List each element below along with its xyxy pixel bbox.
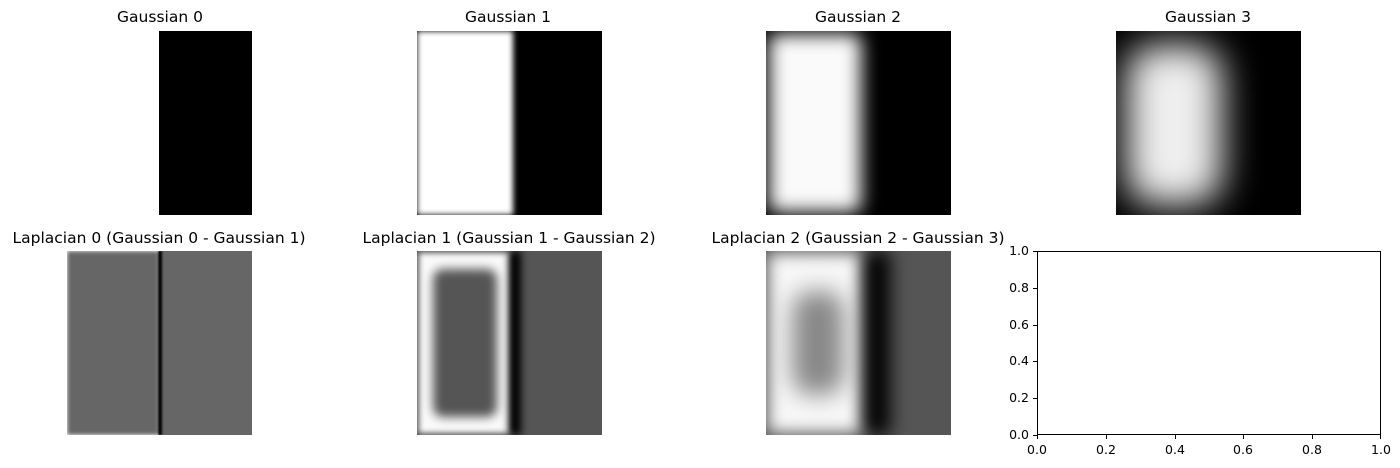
title-gaussian-2: Gaussian 2 (815, 8, 901, 26)
empty-axes (1037, 251, 1381, 435)
gaussian-3-bright-region (1126, 45, 1222, 205)
y-tick-label: 0.4 (1009, 353, 1029, 368)
x-tick-label: 1.0 (1371, 442, 1391, 457)
laplacian-2-image (766, 251, 951, 435)
laplacian-0-edge (158, 251, 162, 435)
laplacian-1-core (433, 269, 497, 417)
gaussian-0-image (159, 31, 252, 215)
laplacian-2-core (792, 291, 844, 395)
x-tick-label: 0.2 (1096, 442, 1116, 457)
laplacian-2-edge (864, 251, 890, 435)
title-laplacian-1: Laplacian 1 (Gaussian 1 - Gaussian 2) (362, 229, 656, 247)
gaussian-1-bright-region (417, 31, 513, 215)
y-tick-mark (1033, 324, 1037, 326)
x-tick-mark (1243, 435, 1244, 439)
y-tick-mark (1033, 287, 1037, 289)
y-tick-label: 0.2 (1009, 390, 1029, 405)
y-tick-label: 0.8 (1009, 280, 1029, 295)
title-laplacian-0: Laplacian 0 (Gaussian 0 - Gaussian 1) (12, 229, 306, 247)
laplacian-0-left-region (67, 251, 159, 435)
x-tick-label: 0.0 (1027, 442, 1047, 457)
x-tick-label: 0.8 (1302, 442, 1322, 457)
gaussian-2-bright-region (769, 34, 861, 212)
x-tick-mark (1106, 435, 1107, 439)
y-tick-label: 0.6 (1009, 317, 1029, 332)
x-tick-mark (1380, 435, 1381, 439)
title-gaussian-0: Gaussian 0 (117, 8, 203, 26)
x-tick-label: 0.6 (1233, 442, 1253, 457)
x-tick-mark (1175, 435, 1176, 439)
x-tick-label: 0.4 (1165, 442, 1185, 457)
gaussian-3-image (1116, 31, 1301, 215)
y-tick-label: 1.0 (1009, 243, 1029, 258)
y-tick-mark (1033, 397, 1037, 399)
y-tick-mark (1033, 360, 1037, 362)
laplacian-1-image (417, 251, 602, 435)
x-tick-mark (1312, 435, 1313, 439)
title-laplacian-2: Laplacian 2 (Gaussian 2 - Gaussian 3) (711, 229, 1005, 247)
y-tick-label: 0.0 (1009, 427, 1029, 442)
x-tick-mark (1037, 435, 1038, 439)
gaussian-1-image (417, 31, 602, 215)
laplacian-0-image (67, 251, 252, 435)
title-gaussian-3: Gaussian 3 (1165, 8, 1251, 26)
y-tick-mark (1033, 434, 1037, 436)
title-gaussian-1: Gaussian 1 (465, 8, 551, 26)
laplacian-1-edge (509, 251, 521, 435)
y-tick-mark (1033, 250, 1037, 252)
gaussian-2-image (766, 31, 951, 215)
